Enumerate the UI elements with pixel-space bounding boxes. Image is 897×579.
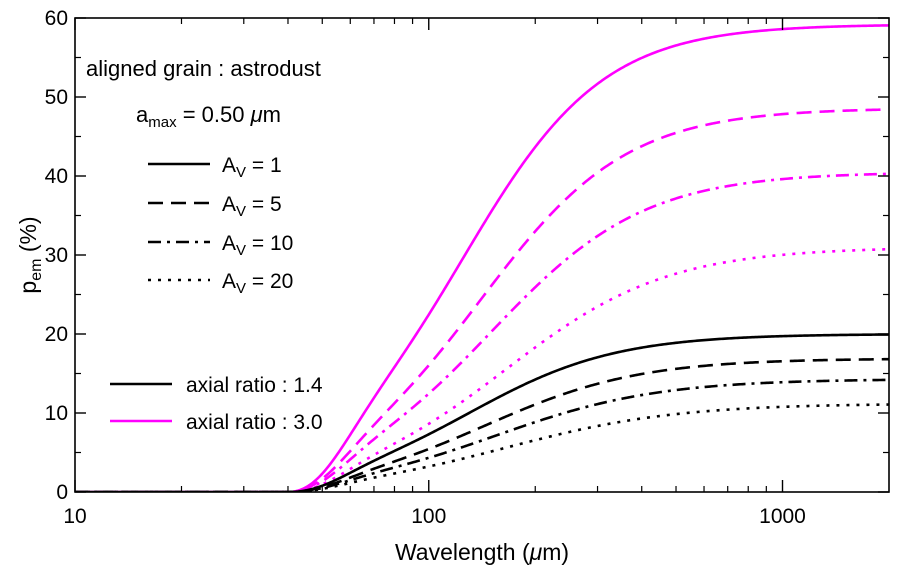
legend-av-1-sub: V — [236, 164, 246, 181]
amax-annotation: amax = 0.50 μm — [136, 102, 281, 131]
legend-av-20-main: A — [222, 270, 236, 293]
x-axis-label-mu: μ — [529, 539, 543, 565]
series-line-6 — [75, 357, 889, 492]
amax-unit: m — [263, 102, 281, 127]
legend-av-5-sub: V — [236, 203, 246, 220]
legend-av-label-10: AV = 10 — [222, 232, 293, 259]
y-axis-label-unit: (%) — [15, 216, 41, 258]
legend-ratio-label-3-0: axial ratio : 3.0 — [186, 411, 323, 434]
x-axis-label-main: Wavelength ( — [395, 539, 530, 565]
legend-av-1-val: = 1 — [246, 154, 282, 177]
legend-av-20-sub: V — [236, 280, 246, 297]
amax-sub: max — [148, 114, 177, 131]
legend-av-10-val: = 10 — [246, 232, 293, 255]
legend-av-20-val: = 20 — [246, 270, 293, 293]
amax-mu: μ — [250, 102, 263, 127]
y-axis-label: pem (%) — [15, 216, 45, 293]
y-tick-label: 40 — [45, 165, 68, 188]
legend-av-10-main: A — [222, 232, 236, 255]
y-axis-label-sub: em — [28, 259, 45, 281]
y-tick-label: 30 — [45, 244, 68, 267]
y-tick-label: 0 — [56, 481, 68, 504]
legend-av-5-main: A — [222, 193, 236, 216]
series-line-7 — [75, 378, 889, 492]
series-layer — [75, 24, 889, 492]
series-line-1 — [75, 24, 889, 492]
y-tick-label: 20 — [45, 323, 68, 346]
amax-equals: = 0.50 — [177, 102, 251, 127]
legend-av-label-20: AV = 20 — [222, 270, 293, 297]
series-line-3 — [75, 172, 889, 492]
y-axis-label-main: p — [15, 281, 41, 294]
x-axis-label: Wavelength (μm) — [395, 539, 569, 565]
series-line-8 — [75, 403, 889, 492]
annotation-title: aligned grain : astrodust — [86, 56, 321, 81]
legend-av-1-main: A — [222, 154, 236, 177]
legend-ratio-label-1-4: axial ratio : 1.4 — [186, 374, 323, 397]
series-line-4 — [75, 247, 889, 492]
series-line-2 — [75, 108, 889, 492]
series-line-5 — [75, 333, 889, 492]
y-tick-label: 50 — [45, 86, 68, 109]
x-tick-label: 1000 — [759, 505, 806, 528]
legend-av: AV = 1 AV = 5 AV = 10 AV = 20 — [148, 154, 293, 297]
y-tick-label: 60 — [45, 7, 68, 30]
x-tick-label: 10 — [63, 505, 86, 528]
amax-main: a — [136, 102, 149, 127]
x-tick-label: 100 — [411, 505, 446, 528]
y-tick-label: 10 — [45, 402, 68, 425]
plot-frame — [74, 17, 890, 493]
legend-av-5-val: = 5 — [246, 193, 282, 216]
legend-av-10-sub: V — [236, 242, 246, 259]
legend-av-label-5: AV = 5 — [222, 193, 282, 220]
legend-ratio: axial ratio : 1.4 axial ratio : 3.0 — [110, 374, 323, 434]
x-axis-label-unit: m) — [542, 539, 569, 565]
legend-av-label-1: AV = 1 — [222, 154, 282, 181]
